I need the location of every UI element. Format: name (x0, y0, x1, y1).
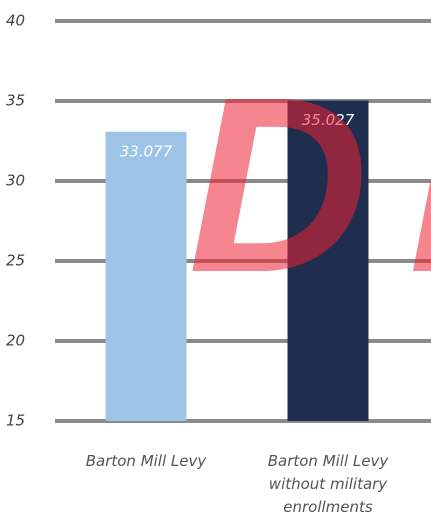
y-tick-label: 25 (6, 252, 25, 270)
watermark: DI (188, 45, 431, 324)
y-tick-label: 15 (6, 412, 25, 430)
y-tick-label: 35 (6, 92, 25, 110)
x-tick-label: Barton Mill Levy (86, 452, 208, 470)
value-label: 33.077 (120, 142, 173, 160)
bar (287, 100, 369, 422)
bar (105, 131, 187, 421)
x-tick-label: Barton Mill Levy without military enrollme… (268, 452, 390, 516)
y-tick-label: 20 (6, 332, 25, 350)
value-label: 35.027 (302, 111, 355, 129)
y-tick-label: 30 (6, 172, 25, 190)
y-tick-label: 40 (6, 12, 25, 30)
